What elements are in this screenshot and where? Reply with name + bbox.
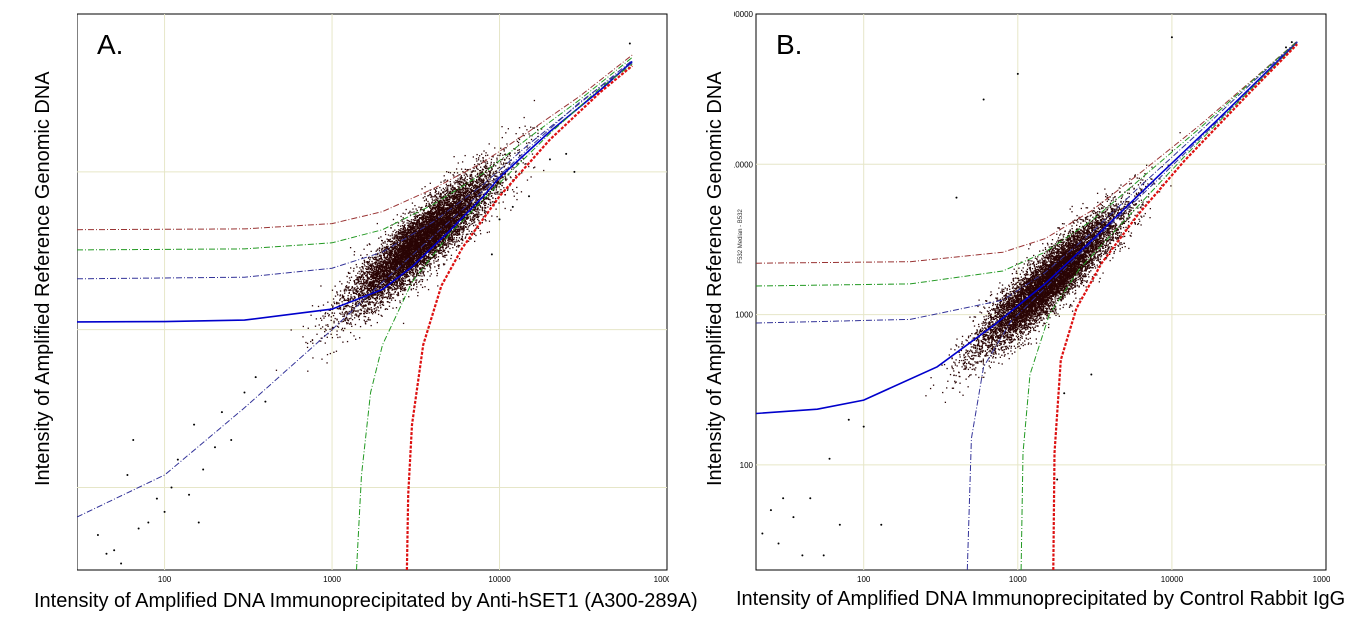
scatter-plot-b: 100100010000100000100100010000100000F635… [734,10,1330,582]
y-axis-label-a: Intensity of Amplified Reference Genomic… [32,71,54,486]
data-point [137,527,140,530]
data-point [264,400,267,403]
data-point [220,411,223,414]
data-point [777,542,780,545]
data-point [573,170,576,173]
data-point [792,516,795,519]
data-point [628,42,631,45]
data-point [761,532,764,535]
data-point [193,423,196,426]
data-point [511,205,514,208]
data-point-cloud [275,99,545,372]
chart-panel-b: 100100010000100000100100010000100000F635… [680,0,1361,621]
data-point [176,458,179,461]
x-axis-label-b: Intensity of Amplified DNA Immunoprecipi… [736,588,1346,610]
y-tick-label: 1000 [735,311,753,320]
x-tick-label: 1000 [323,575,341,582]
series-line-3 [756,40,1298,287]
data-point [147,521,150,524]
y-tick-label: 100 [740,461,754,470]
data-point [213,446,216,449]
data-point [155,497,158,500]
data-point [163,510,166,513]
panel-label: B. [776,29,802,60]
data-point [982,98,985,101]
data-point [548,158,551,161]
data-point [202,468,205,471]
data-point [880,523,883,526]
data-point [243,391,246,394]
x-tick-label: 1000 [1009,575,1027,582]
x-tick-label: 100 [158,575,172,582]
series-line-5 [966,42,1298,570]
y-axis-small-label: F532 Median - B532 [738,209,744,264]
data-point [862,425,865,428]
series-line-3 [77,57,633,251]
x-tick-label: 100 [857,575,871,582]
x-tick-label: 10000 [1161,575,1184,582]
series-line-4 [756,41,1298,324]
data-point [828,457,831,460]
series-line-7 [1052,43,1298,570]
data-point [782,497,785,500]
data-point [1063,392,1066,395]
data-point [113,549,116,552]
data-point [170,486,173,489]
data-point [120,562,123,565]
data-point [1056,478,1059,481]
data-point [769,509,772,512]
data-point [847,418,850,421]
data-point [1090,373,1093,376]
data-point [188,493,191,496]
data-point [1290,41,1293,44]
data-point [96,533,99,536]
scatter-plot-a: 100100010000100000100100010000100000F635… [77,13,669,582]
series-line-4 [77,59,633,280]
series-line-2 [756,40,1298,264]
data-point [1284,46,1287,49]
data-point [254,376,257,379]
data-point [126,473,129,476]
data-point [230,438,233,441]
data-point [565,152,568,155]
data-point [838,523,841,526]
data-point [490,253,493,256]
series-line-6 [356,63,633,570]
data-point [528,195,531,198]
series-line-7 [405,64,633,570]
data-point [132,438,135,441]
data-point [801,554,804,557]
data-point [498,218,501,221]
y-axis-label-b: Intensity of Amplified Reference Genomic… [704,71,726,486]
data-point [105,552,108,555]
data-point [822,554,825,557]
x-axis-label-a: Intensity of Amplified DNA Immunoprecipi… [34,590,698,612]
series-line-1 [77,60,633,323]
series-line-1 [756,41,1298,415]
data-point [1170,36,1173,39]
data-point [955,196,958,199]
data-point [809,497,812,500]
x-tick-label: 10000 [488,575,511,582]
panel-label: A. [97,29,123,60]
y-tick-label: 10000 [734,160,754,169]
series-line-5 [77,62,633,518]
chart-panel-a: 100100010000100000100100010000100000F635… [0,0,698,621]
data-point [1016,72,1019,75]
series-line-6 [1020,42,1298,570]
data-point [197,521,200,524]
